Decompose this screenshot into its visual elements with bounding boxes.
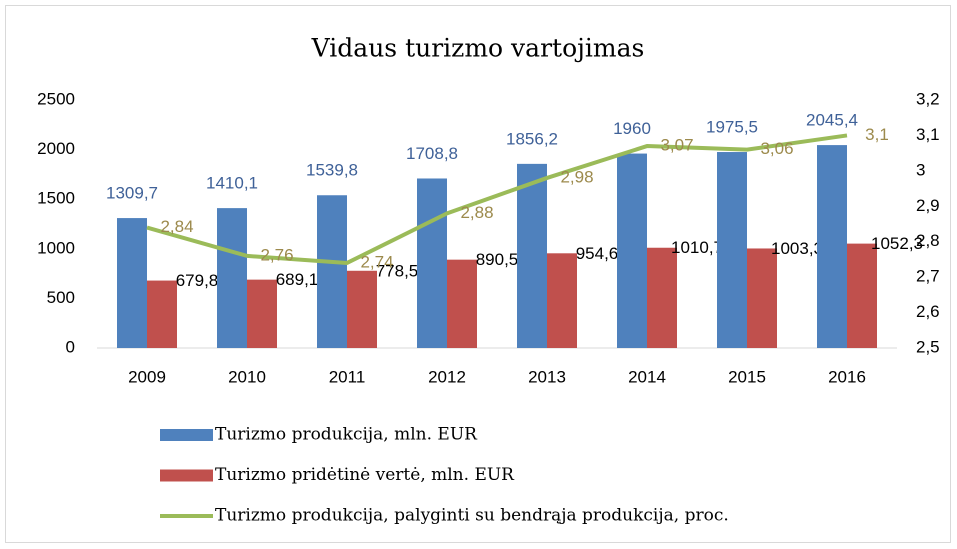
y2-tick-label: 2,5 <box>916 337 940 356</box>
y2-tick-label: 3,2 <box>916 89 940 108</box>
line-data-label: 3,1 <box>865 125 889 144</box>
y-tick-label: 2000 <box>37 139 75 158</box>
bar <box>847 243 877 348</box>
x-tick-label: 2013 <box>528 367 566 386</box>
bar <box>747 248 777 348</box>
y2-tick-label: 3,1 <box>916 125 940 144</box>
x-tick-label: 2010 <box>228 367 266 386</box>
bar <box>547 253 577 348</box>
x-tick-label: 2014 <box>628 367 666 386</box>
x-tick-label: 2009 <box>128 367 166 386</box>
data-label: 1003,3 <box>771 239 823 258</box>
y2-tick-label: 3 <box>916 160 925 179</box>
line-data-label: 3,07 <box>660 136 693 155</box>
bar <box>417 178 447 348</box>
data-label: 1856,2 <box>506 129 558 148</box>
y2-tick-label: 2,8 <box>916 231 940 250</box>
data-label: 1539,8 <box>306 161 358 180</box>
bar <box>147 280 177 348</box>
line <box>146 133 848 265</box>
data-label: 689,1 <box>276 270 319 289</box>
bar <box>717 152 747 348</box>
bar <box>647 247 677 348</box>
line-data-label: 2,74 <box>360 252 393 271</box>
bar <box>347 270 377 348</box>
y-tick-label: 0 <box>66 337 75 356</box>
data-label: 679,8 <box>176 271 219 290</box>
data-label: 954,6 <box>576 244 619 263</box>
y2-tick-label: 2,6 <box>916 302 940 321</box>
data-label: 1410,1 <box>206 174 258 193</box>
x-tick-label: 2015 <box>728 367 766 386</box>
y-tick-label: 1500 <box>37 189 75 208</box>
bar <box>247 279 277 348</box>
data-label: 2045,4 <box>806 111 858 130</box>
data-label: 1052,3 <box>871 234 923 253</box>
bar <box>217 208 247 348</box>
bar <box>447 259 477 348</box>
line-data-label: 2,76 <box>260 245 293 264</box>
y-tick-label: 500 <box>47 288 75 307</box>
line-data-label: 2,84 <box>160 217 193 236</box>
legend-label: Turizmo produkcija, palyginti su bendrąj… <box>215 506 729 526</box>
bar <box>817 145 847 348</box>
x-tick-label: 2012 <box>428 367 466 386</box>
legend-swatch <box>160 429 213 441</box>
line-data-label: 2,88 <box>460 203 493 222</box>
y-tick-label: 2500 <box>37 89 75 108</box>
chart-frame <box>5 5 951 543</box>
data-label: 778,5 <box>376 261 419 280</box>
y2-tick-label: 2,7 <box>916 267 940 286</box>
legend-swatch <box>160 469 213 482</box>
legend-label: Turizmo produkcija, mln. EUR <box>215 425 478 445</box>
y2-tick-label: 2,9 <box>916 196 940 215</box>
chart-title: Vidaus turizmo vartojimas <box>311 34 645 63</box>
bar <box>117 218 147 348</box>
x-tick-label: 2016 <box>828 367 866 386</box>
bar <box>617 153 647 348</box>
data-label: 1010,7 <box>671 238 723 257</box>
data-label: 1975,5 <box>706 118 758 137</box>
data-label: 1309,7 <box>106 184 158 203</box>
bar <box>317 195 347 348</box>
data-label: 1960 <box>613 119 651 138</box>
line-data-label: 3,06 <box>760 139 793 158</box>
line-data-label: 2,98 <box>560 167 593 186</box>
legend-label: Turizmo pridėtinė vertė, mln. EUR <box>215 465 515 485</box>
bar <box>517 163 547 348</box>
y-tick-label: 1000 <box>37 238 75 257</box>
data-label: 1708,8 <box>406 144 458 163</box>
x-tick-label: 2011 <box>329 367 366 386</box>
data-label: 890,5 <box>476 250 519 269</box>
